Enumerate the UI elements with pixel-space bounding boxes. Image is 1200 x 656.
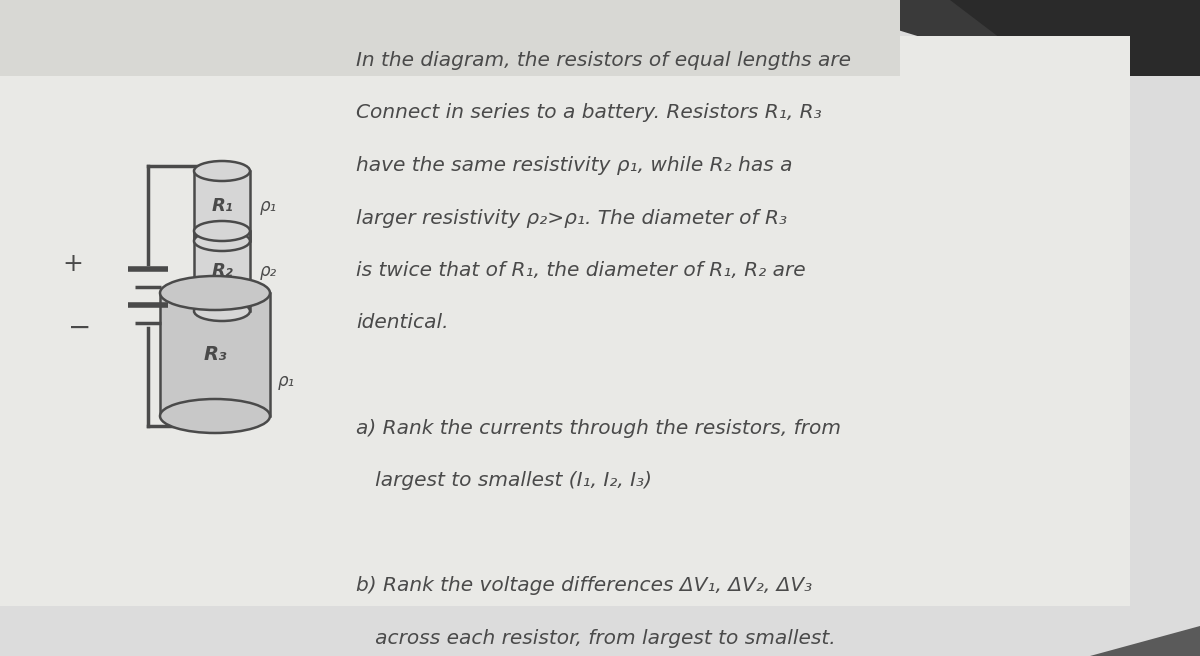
Text: Connect in series to a battery. Resistors R₁, R₃: Connect in series to a battery. Resistor… (356, 104, 822, 123)
Text: R₁: R₁ (211, 197, 233, 215)
Ellipse shape (194, 231, 250, 251)
Text: ρ₂: ρ₂ (260, 262, 277, 280)
Text: ρ₁: ρ₁ (260, 197, 277, 215)
Text: identical.: identical. (356, 314, 449, 333)
Text: ρ₁: ρ₁ (278, 372, 295, 390)
Ellipse shape (194, 301, 250, 321)
Ellipse shape (194, 161, 250, 181)
Text: R₃: R₃ (203, 345, 227, 364)
FancyBboxPatch shape (0, 0, 900, 76)
Text: +: + (62, 252, 84, 276)
Text: larger resistivity ρ₂>ρ₁. The diameter of R₃: larger resistivity ρ₂>ρ₁. The diameter o… (356, 209, 787, 228)
Ellipse shape (160, 399, 270, 433)
Bar (160, 293, 270, 416)
Text: R₂: R₂ (211, 262, 233, 280)
Text: have the same resistivity ρ₁, while R₂ has a: have the same resistivity ρ₁, while R₂ h… (356, 156, 792, 175)
Text: −: − (68, 314, 91, 342)
Text: largest to smallest (I₁, I₂, I₃): largest to smallest (I₁, I₂, I₃) (356, 471, 652, 490)
Text: In the diagram, the resistors of equal lengths are: In the diagram, the resistors of equal l… (356, 51, 851, 70)
FancyBboxPatch shape (0, 36, 1130, 606)
Text: b) Rank the voltage differences ΔV₁, ΔV₂, ΔV₃: b) Rank the voltage differences ΔV₁, ΔV₂… (356, 576, 812, 595)
Text: a) Rank the currents through the resistors, from: a) Rank the currents through the resisto… (356, 419, 841, 438)
Bar (194, 231, 250, 311)
Text: is twice that of R₁, the diameter of R₁, R₂ are: is twice that of R₁, the diameter of R₁,… (356, 261, 805, 280)
Polygon shape (0, 0, 1200, 46)
Ellipse shape (194, 221, 250, 241)
Polygon shape (950, 0, 1200, 76)
Ellipse shape (160, 276, 270, 310)
Bar (194, 171, 250, 241)
Text: across each resistor, from largest to smallest.: across each resistor, from largest to sm… (356, 628, 835, 647)
